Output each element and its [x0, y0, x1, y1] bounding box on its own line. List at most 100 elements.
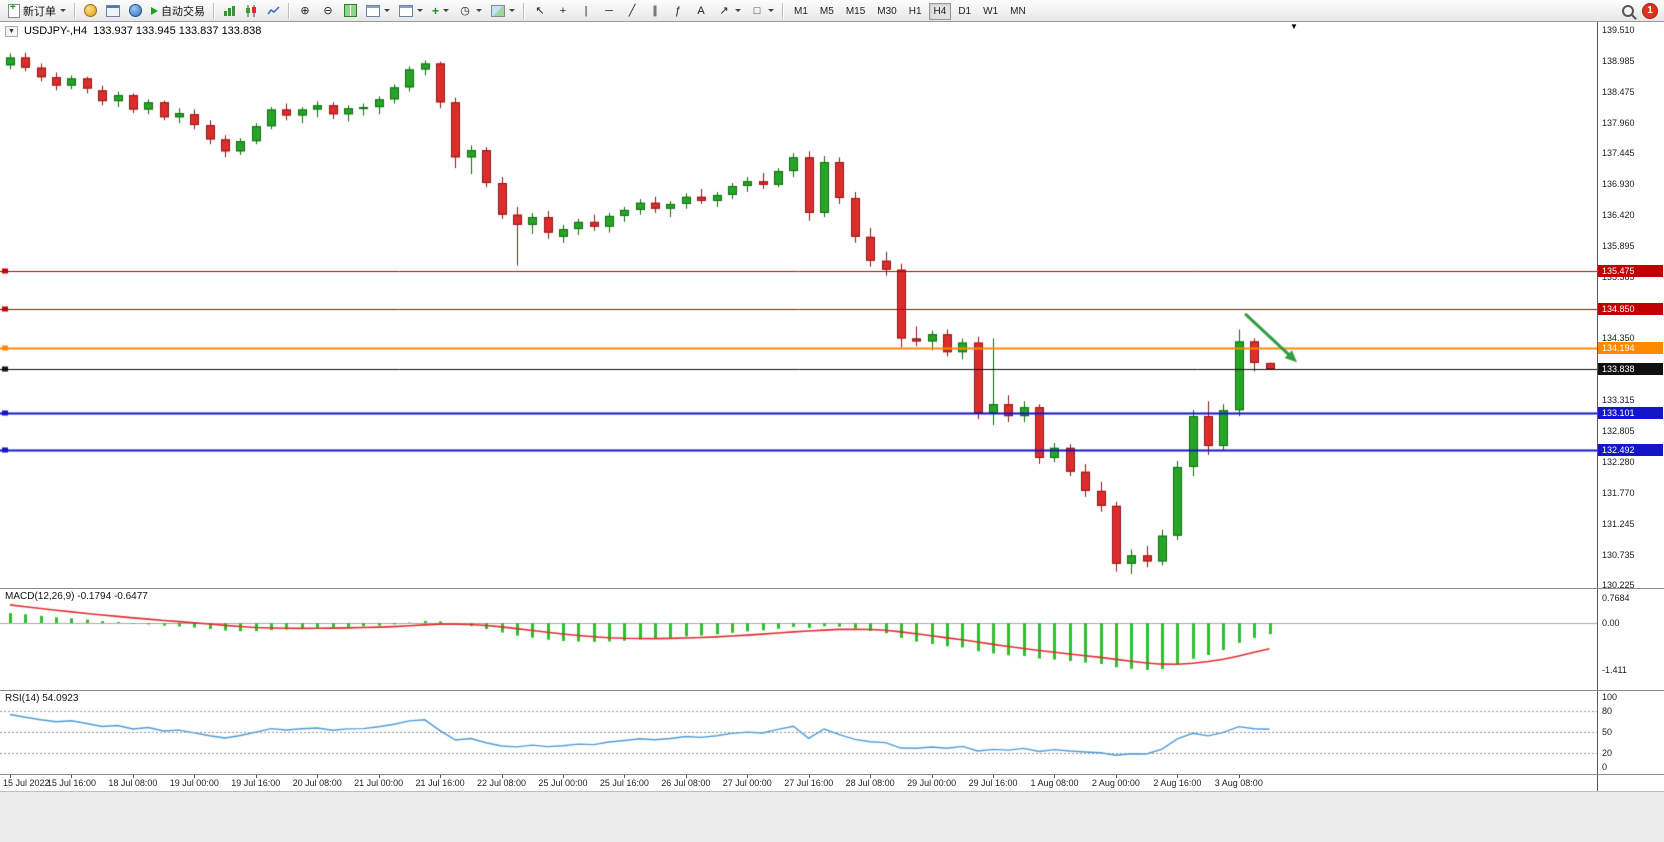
time-axis-label: 22 Jul 08:00	[476, 778, 527, 788]
add-indicator-icon: +	[432, 3, 440, 18]
price-axis-label: 137.445	[1602, 148, 1635, 159]
trendline-icon: ╱	[628, 4, 636, 17]
channel-icon: ∥	[652, 4, 658, 17]
macd-canvas[interactable]	[0, 589, 1597, 690]
terminal-button[interactable]	[102, 2, 124, 20]
timeframe-button-m1[interactable]: M1	[789, 3, 813, 20]
clock-icon: ◷	[460, 4, 470, 17]
crosshair-icon: +	[559, 4, 567, 17]
timeframe-button-d1[interactable]: D1	[953, 3, 976, 20]
main-chart-canvas[interactable]	[0, 22, 1597, 588]
timeframe-button-m30[interactable]: M30	[872, 3, 901, 20]
timeframe-button-h1[interactable]: H1	[904, 3, 927, 20]
price-axis-label: 132.805	[1602, 425, 1635, 436]
zoom-in-button[interactable]: ⊕	[294, 2, 316, 20]
terminal-icon	[106, 4, 120, 17]
gold-coin-icon	[84, 4, 97, 17]
collapse-triangle-icon[interactable]: ▼	[5, 25, 18, 37]
chart-shift-marker-icon[interactable]: ▼	[1290, 22, 1298, 31]
shapes-tool-button[interactable]: □	[746, 2, 778, 20]
toolbar-separator	[288, 2, 290, 19]
time-strip: 15 Jul 2022 15 Jul 16:00 18 Jul 08:00 19 Ju…	[0, 775, 1597, 791]
toolbar-separator	[213, 2, 215, 19]
time-axis-label: 20 Jul 08:00	[292, 778, 342, 788]
new-chart-button[interactable]	[362, 2, 394, 20]
new-order-icon	[8, 2, 20, 18]
toolbar: 新订单 自动交易 ⊕ ⊖ + ◷ ↖ + | ─	[0, 0, 1664, 22]
time-axis-tick	[1115, 775, 1117, 778]
price-axis-label: 131.245	[1602, 519, 1635, 530]
horizontal-line-tool-button[interactable]: ─	[598, 2, 620, 20]
indicators-button[interactable]: +	[428, 2, 453, 20]
chevron-down-icon	[735, 9, 742, 12]
timeframe-button-m15[interactable]: M15	[841, 3, 870, 20]
zoom-out-button[interactable]: ⊖	[317, 2, 339, 20]
periods-button[interactable]: ◷	[454, 2, 486, 20]
channel-tool-button[interactable]: ∥	[644, 2, 666, 20]
price-line-badge: 134.850	[1598, 302, 1663, 315]
time-axis-tick	[10, 775, 11, 778]
time-axis-label: 15 Jul 16:00	[46, 778, 96, 788]
templates-button[interactable]	[487, 2, 519, 20]
bar-chart-button[interactable]	[219, 2, 240, 20]
text-tool-icon: A	[697, 4, 705, 17]
toolbar-separator	[782, 2, 785, 19]
price-line-badge: 134.194	[1598, 341, 1663, 354]
accounts-button[interactable]	[80, 2, 101, 20]
price-axis-label: 137.960	[1602, 117, 1635, 128]
notification-badge[interactable]: 1	[1642, 2, 1658, 19]
price-axis-label: 133.315	[1602, 395, 1635, 406]
crosshair-tool-button[interactable]: +	[552, 2, 574, 20]
time-axis-tick	[317, 775, 319, 778]
timeframe-button-w1[interactable]: W1	[978, 3, 1003, 20]
vertical-line-icon: |	[584, 4, 588, 17]
time-axis-tick	[1177, 775, 1179, 778]
toolbar-separator	[74, 2, 76, 19]
timeframe-button-m5[interactable]: M5	[815, 3, 839, 20]
price-axis-label: 135.895	[1602, 241, 1635, 252]
rsi-axis-label: 80	[1602, 706, 1613, 716]
toolbar-separator	[523, 2, 526, 19]
candlestick-chart-icon	[246, 4, 256, 17]
time-axis-label: 19 Jul 00:00	[169, 778, 219, 788]
time-axis-label: 3 Aug 08:00	[1214, 778, 1263, 788]
profiles-button[interactable]	[395, 2, 427, 20]
new-order-button[interactable]: 新订单	[4, 2, 70, 20]
play-icon	[151, 6, 158, 15]
cursor-tool-button[interactable]: ↖	[529, 2, 551, 20]
community-button[interactable]	[125, 2, 146, 20]
text-tool-button[interactable]: A	[690, 2, 712, 20]
trendline-tool-button[interactable]: ╱	[621, 2, 643, 20]
time-axis-label: 25 Jul 16:00	[599, 778, 649, 788]
zoom-out-icon: ⊖	[323, 4, 333, 17]
time-axis[interactable]: 15 Jul 2022 15 Jul 16:00 18 Jul 08:00 19 Ju…	[0, 774, 1664, 791]
price-axis-label: 138.475	[1602, 86, 1635, 97]
arrows-tool-button[interactable]: ↗	[713, 2, 745, 20]
time-axis-label: 28 Jul 08:00	[845, 778, 895, 788]
macd-axis-label: 0.7684	[1602, 592, 1630, 603]
price-axis-label: 136.420	[1602, 209, 1635, 220]
macd-axis[interactable]: 0.7684 0.00 -1.411	[1597, 589, 1664, 690]
price-axis-label: 136.930	[1602, 179, 1635, 190]
time-axis-tick	[685, 775, 687, 778]
auto-trading-button[interactable]: 自动交易	[147, 2, 209, 20]
price-axis-label: 131.770	[1602, 487, 1635, 498]
window-bottom-area	[0, 791, 1664, 842]
timeframe-button-h4[interactable]: H4	[928, 3, 952, 20]
line-chart-button[interactable]	[263, 2, 284, 20]
horizontal-line-icon: ─	[605, 4, 613, 17]
auto-trading-label: 自动交易	[161, 5, 205, 18]
rsi-axis[interactable]: 100 80 50 20 0	[1597, 691, 1664, 774]
vertical-line-tool-button[interactable]: |	[575, 2, 597, 20]
timeframe-button-mn[interactable]: MN	[1005, 3, 1031, 20]
time-axis-tick	[1238, 775, 1240, 778]
tile-windows-button[interactable]	[340, 2, 361, 20]
search-icon[interactable]	[1622, 4, 1634, 17]
candlestick-chart-button[interactable]	[241, 2, 262, 20]
rsi-canvas[interactable]	[0, 691, 1597, 774]
price-axis[interactable]: 139.510 138.985 138.475 137.960 137.445 136.9…	[1597, 22, 1664, 588]
fibonacci-tool-button[interactable]: ƒ	[667, 2, 689, 20]
tile-windows-icon	[344, 4, 357, 17]
time-axis-tick	[255, 775, 257, 778]
